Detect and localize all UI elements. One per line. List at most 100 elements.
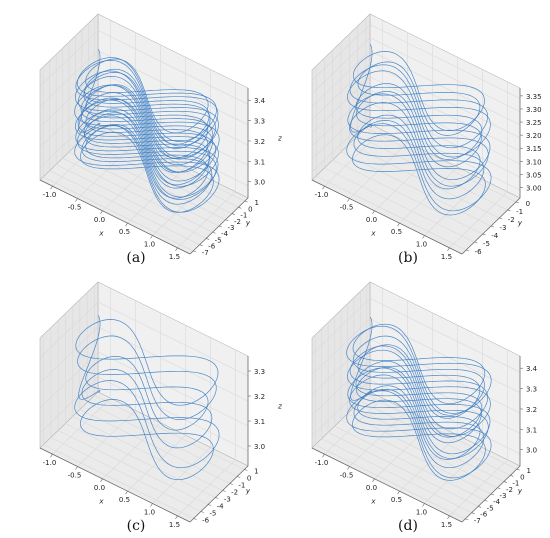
trajectory-loop [74, 70, 219, 158]
x-tick-label: -1.0 [315, 191, 329, 199]
grid-line [39, 301, 249, 377]
y-tick-label: -3 [224, 496, 231, 504]
y-tick-mark [215, 497, 219, 499]
trajectory-loop [75, 319, 219, 406]
trajectory-loop [75, 110, 219, 198]
trajectory [74, 315, 220, 481]
y-tick-mark [503, 481, 507, 483]
grid-line [39, 326, 249, 402]
y-tick-label: 0 [526, 200, 530, 208]
z-tick-label: 3.4 [254, 97, 266, 105]
y-tick-label: -4 [493, 498, 501, 506]
subplot-caption: (d) [398, 518, 418, 534]
y-tick-mark [193, 518, 197, 520]
y-tick-label: -4 [221, 230, 229, 238]
x-axis-line [39, 179, 191, 255]
y-tick-mark [515, 201, 519, 204]
z-axis-label: z [277, 403, 282, 411]
y-tick-label: -2 [508, 216, 515, 224]
y-tick-mark [474, 241, 478, 244]
x-tick-label: 0.5 [119, 496, 130, 504]
x-tick-mark [75, 198, 78, 202]
y-tick-label: -1 [238, 482, 245, 490]
y-tick-mark [465, 518, 469, 521]
z-tick-label: 3.2 [254, 393, 265, 401]
x-tick-label: 0.0 [366, 216, 377, 224]
y-tick-mark [218, 225, 223, 228]
y-tick-mark [490, 225, 495, 228]
x-tick-label: -0.5 [340, 472, 354, 480]
trajectory-loop [75, 99, 219, 187]
trajectory-loop [352, 134, 486, 216]
x-tick-label: 1.0 [144, 241, 155, 249]
x-tick-label: 1.0 [144, 509, 155, 517]
z-tick-label: 3.00 [526, 185, 542, 193]
trajectory-loop [355, 83, 483, 160]
z-tick-label: 3.30 [526, 106, 542, 114]
y-tick-mark [208, 504, 212, 506]
trajectory-loop [81, 369, 213, 449]
y-tick-label: -1 [512, 480, 519, 488]
trajectory-loop [74, 124, 220, 213]
y-tick-label: -2 [506, 486, 513, 494]
x-tick-mark [175, 247, 178, 251]
grid-line [79, 299, 231, 484]
y-tick-label: -2 [231, 489, 238, 497]
x-tick-label: -1.0 [43, 191, 57, 199]
x-tick-mark [175, 515, 178, 519]
trajectory-sweep [78, 315, 101, 400]
y-tick-mark [244, 469, 248, 471]
x-tick-mark [422, 235, 425, 239]
x-tick-label: 0.5 [119, 228, 130, 236]
z-tick-label: 3.35 [526, 93, 542, 101]
z-tick-label: 3.15 [526, 145, 542, 153]
grid-line [39, 50, 249, 125]
y-tick-label: -7 [474, 517, 481, 525]
x-tick-label: 1.5 [441, 253, 452, 261]
y-tick-label: -6 [202, 517, 210, 525]
trajectory-loop [347, 93, 491, 181]
x-tick-mark [397, 223, 400, 227]
trajectory-loop [74, 84, 220, 173]
x-axis-line [311, 179, 463, 255]
y-tick-label: 1 [527, 467, 531, 475]
x-tick-label: -1.0 [43, 459, 57, 467]
z-tick-label: 3.0 [254, 179, 265, 187]
x-tick-label: 1.5 [441, 521, 452, 529]
y-tick-mark [466, 249, 470, 252]
grid-line [177, 349, 236, 517]
trajectory-loop [352, 399, 486, 481]
subplot-caption: (a) [126, 250, 145, 266]
subplot-caption: (c) [127, 518, 146, 534]
y-tick-mark [231, 213, 235, 215]
z-tick-label: 3.05 [526, 171, 542, 179]
trajectory-loop [77, 115, 217, 200]
subplot-c: -1.0 -0.5 0.0 0.5 1.0 1.5 x 10-1-2-3-4-5-6 y 3.3 3… [39, 281, 282, 534]
z-axis-label: z [277, 135, 282, 143]
y-tick-label: -5 [487, 504, 494, 512]
x-tick-mark [372, 478, 375, 482]
y-axis-label: y [517, 219, 523, 227]
trajectory-loop [347, 70, 491, 158]
trajectory-loop [356, 366, 482, 444]
z-tick-label: 3.2 [254, 138, 265, 146]
grid-line [311, 76, 521, 152]
grid-line [39, 351, 249, 427]
z-tick-label: 3.3 [254, 368, 265, 376]
x-tick-label: -1.0 [315, 459, 329, 467]
y-tick-label: 1 [254, 468, 258, 476]
x-tick-mark [150, 503, 153, 507]
x-tick-label: 1.5 [169, 253, 180, 261]
trajectory-loop [353, 120, 485, 200]
y-tick-mark [471, 512, 475, 514]
grid-line [86, 292, 238, 477]
y-tick-label: -2 [234, 218, 241, 226]
y-tick-label: 0 [248, 205, 252, 213]
trajectory-loop [80, 84, 214, 166]
trajectory [346, 316, 492, 481]
y-tick-mark [482, 233, 486, 236]
y-axis-label: y [245, 487, 251, 495]
y-tick-label: -3 [500, 224, 507, 232]
y-tick-label: -6 [475, 248, 483, 256]
subplot-caption: (b) [398, 250, 418, 266]
